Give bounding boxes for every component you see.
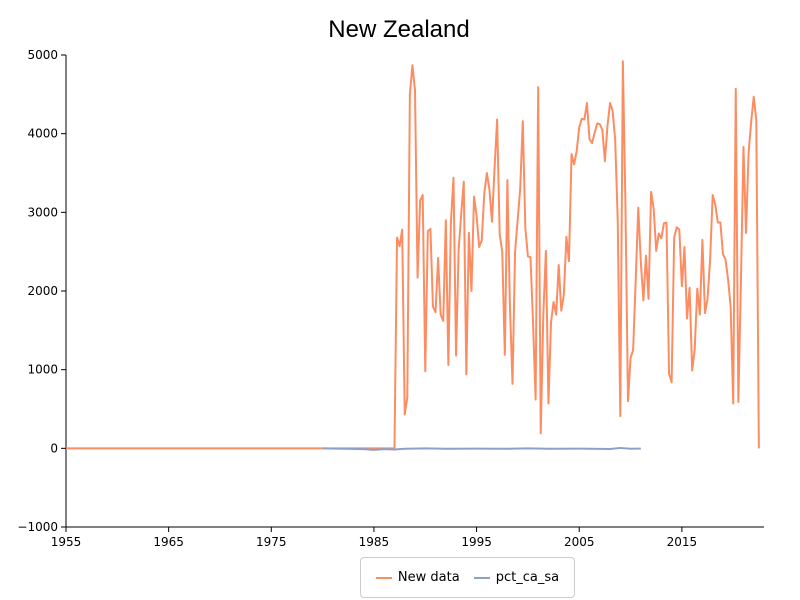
y-tick-label: 0 (50, 441, 58, 455)
y-tick-label: 2000 (27, 284, 58, 298)
y-tick-label: 4000 (27, 127, 58, 141)
x-axis-ticks: 1955 1965 1975 1985 1995 2005 2015 (51, 527, 697, 549)
y-tick-label: −1000 (17, 520, 58, 534)
legend-label: New data (397, 570, 460, 585)
x-tick-label: 2005 (564, 535, 595, 549)
x-tick-label: 1965 (153, 535, 184, 549)
legend-label: pct_ca_sa (495, 570, 560, 585)
legend-swatch (473, 576, 490, 579)
legend-swatch (375, 576, 392, 579)
y-axis-ticks: −1000 0 1000 2000 3000 4000 5000 (17, 48, 66, 534)
x-tick-label: 1995 (461, 535, 492, 549)
legend-item: pct_ca_sa (473, 570, 560, 585)
x-tick-label: 1955 (51, 535, 82, 549)
x-tick-label: 2015 (667, 535, 698, 549)
legend: New data pct_ca_sa (360, 557, 575, 598)
series-line-new-data (66, 60, 760, 450)
legend-item: New data (375, 570, 460, 585)
series-line-pct-ca-sa (322, 446, 641, 451)
x-tick-label: 1975 (256, 535, 287, 549)
y-tick-label: 5000 (27, 48, 58, 62)
y-tick-label: 3000 (27, 205, 58, 219)
chart-title: New Zealand (328, 16, 469, 43)
x-tick-label: 1985 (359, 535, 390, 549)
plot-area (66, 60, 760, 451)
y-tick-label: 1000 (27, 363, 58, 377)
